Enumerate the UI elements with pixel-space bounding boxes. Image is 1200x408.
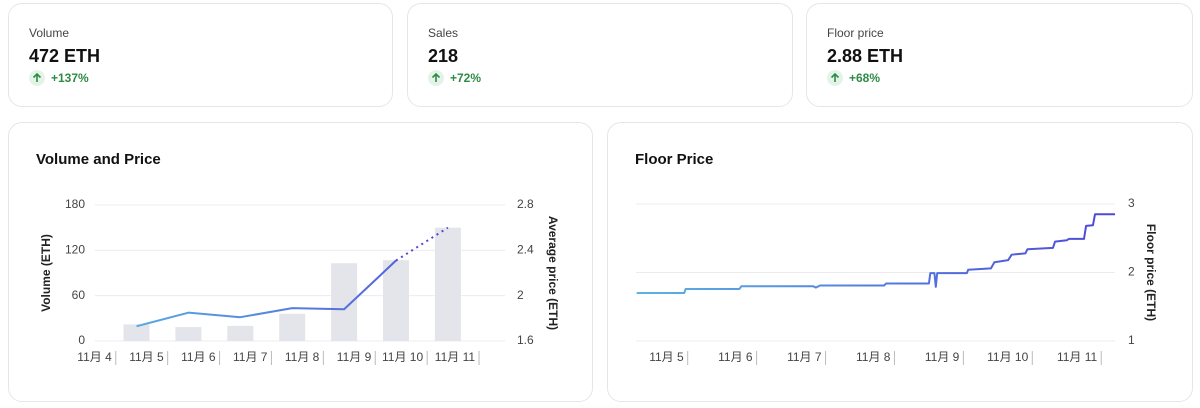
bar bbox=[123, 324, 150, 341]
up-arrow bbox=[29, 70, 45, 86]
y-axis-title: Volume (ETH) bbox=[39, 234, 53, 312]
stat-label: Floor price bbox=[827, 26, 884, 40]
x-tick-label: 11月 6 bbox=[181, 350, 216, 364]
x-tick-label: 11月 5 bbox=[649, 350, 684, 364]
y-tick-label: 0 bbox=[78, 333, 85, 347]
bar bbox=[227, 325, 254, 341]
x-tick-label: 11月 11 bbox=[1057, 350, 1098, 364]
x-tick-label: 11月 10 bbox=[987, 350, 1028, 364]
stat-value: 2.88 ETH bbox=[827, 46, 904, 66]
y2-tick-label: 2 bbox=[1128, 265, 1135, 279]
y2-tick-label: 2 bbox=[517, 288, 524, 302]
stat-value: 472 ETH bbox=[29, 46, 101, 66]
up-arrow bbox=[827, 70, 843, 86]
y2-tick-label: 3 bbox=[1128, 196, 1135, 210]
x-tick-label: 11月 8 bbox=[285, 350, 320, 364]
up-arrow bbox=[428, 70, 444, 86]
y2-axis-title: Average price (ETH) bbox=[546, 216, 560, 330]
line bbox=[636, 213, 1115, 295]
y2-tick-label: 1.6 bbox=[517, 333, 534, 347]
y-tick-label: 120 bbox=[65, 243, 85, 257]
y2-tick-label: 2.8 bbox=[517, 197, 534, 211]
x-tick-label: 11月 5 bbox=[129, 350, 164, 364]
stat-card: Volume 472 ETH +137% bbox=[8, 3, 393, 107]
bar bbox=[383, 260, 410, 341]
stat-card: Sales 218 +72% bbox=[407, 3, 793, 107]
change-text: +72% bbox=[450, 71, 482, 85]
chart-title: Volume and Price bbox=[36, 151, 161, 168]
x-tick-label: 11月 11 bbox=[435, 350, 476, 364]
stat-label: Sales bbox=[428, 26, 459, 40]
x-tick-label: 11月 6 bbox=[718, 350, 753, 364]
x-tick-label: 11月 7 bbox=[787, 350, 822, 364]
x-tick-label: 11月 8 bbox=[856, 350, 891, 364]
y-tick-label: 60 bbox=[72, 288, 86, 302]
chart-card bbox=[8, 122, 593, 402]
chart-card bbox=[607, 122, 1193, 402]
line-dotted-segment bbox=[395, 226, 449, 262]
bar bbox=[434, 227, 461, 341]
y-tick-label: 180 bbox=[65, 197, 85, 211]
x-tick-label: 11月 9 bbox=[925, 350, 960, 364]
x-tick-label: 11月 7 bbox=[233, 350, 268, 364]
stat-card: Floor price 2.88 ETH +68% bbox=[806, 3, 1193, 107]
x-tick-label: 11月 4 bbox=[77, 350, 112, 364]
bar bbox=[279, 313, 306, 341]
x-tick-label: 11月 9 bbox=[337, 350, 372, 364]
stat-label: Volume bbox=[29, 26, 70, 40]
stat-change: +68% bbox=[827, 70, 880, 86]
y2-axis-title: Floor price (ETH) bbox=[1144, 224, 1158, 321]
stat-change: +72% bbox=[428, 70, 481, 86]
change-text: +68% bbox=[849, 71, 881, 85]
bar bbox=[175, 327, 202, 341]
y2-tick-label: 1 bbox=[1128, 333, 1135, 347]
stat-change: +137% bbox=[29, 70, 89, 86]
stat-value: 218 bbox=[428, 46, 459, 66]
line bbox=[136, 259, 397, 328]
change-text: +137% bbox=[51, 71, 89, 85]
y2-tick-label: 2.4 bbox=[517, 243, 534, 257]
x-tick-label: 11月 10 bbox=[382, 350, 423, 364]
chart-title: Floor Price bbox=[635, 151, 713, 168]
